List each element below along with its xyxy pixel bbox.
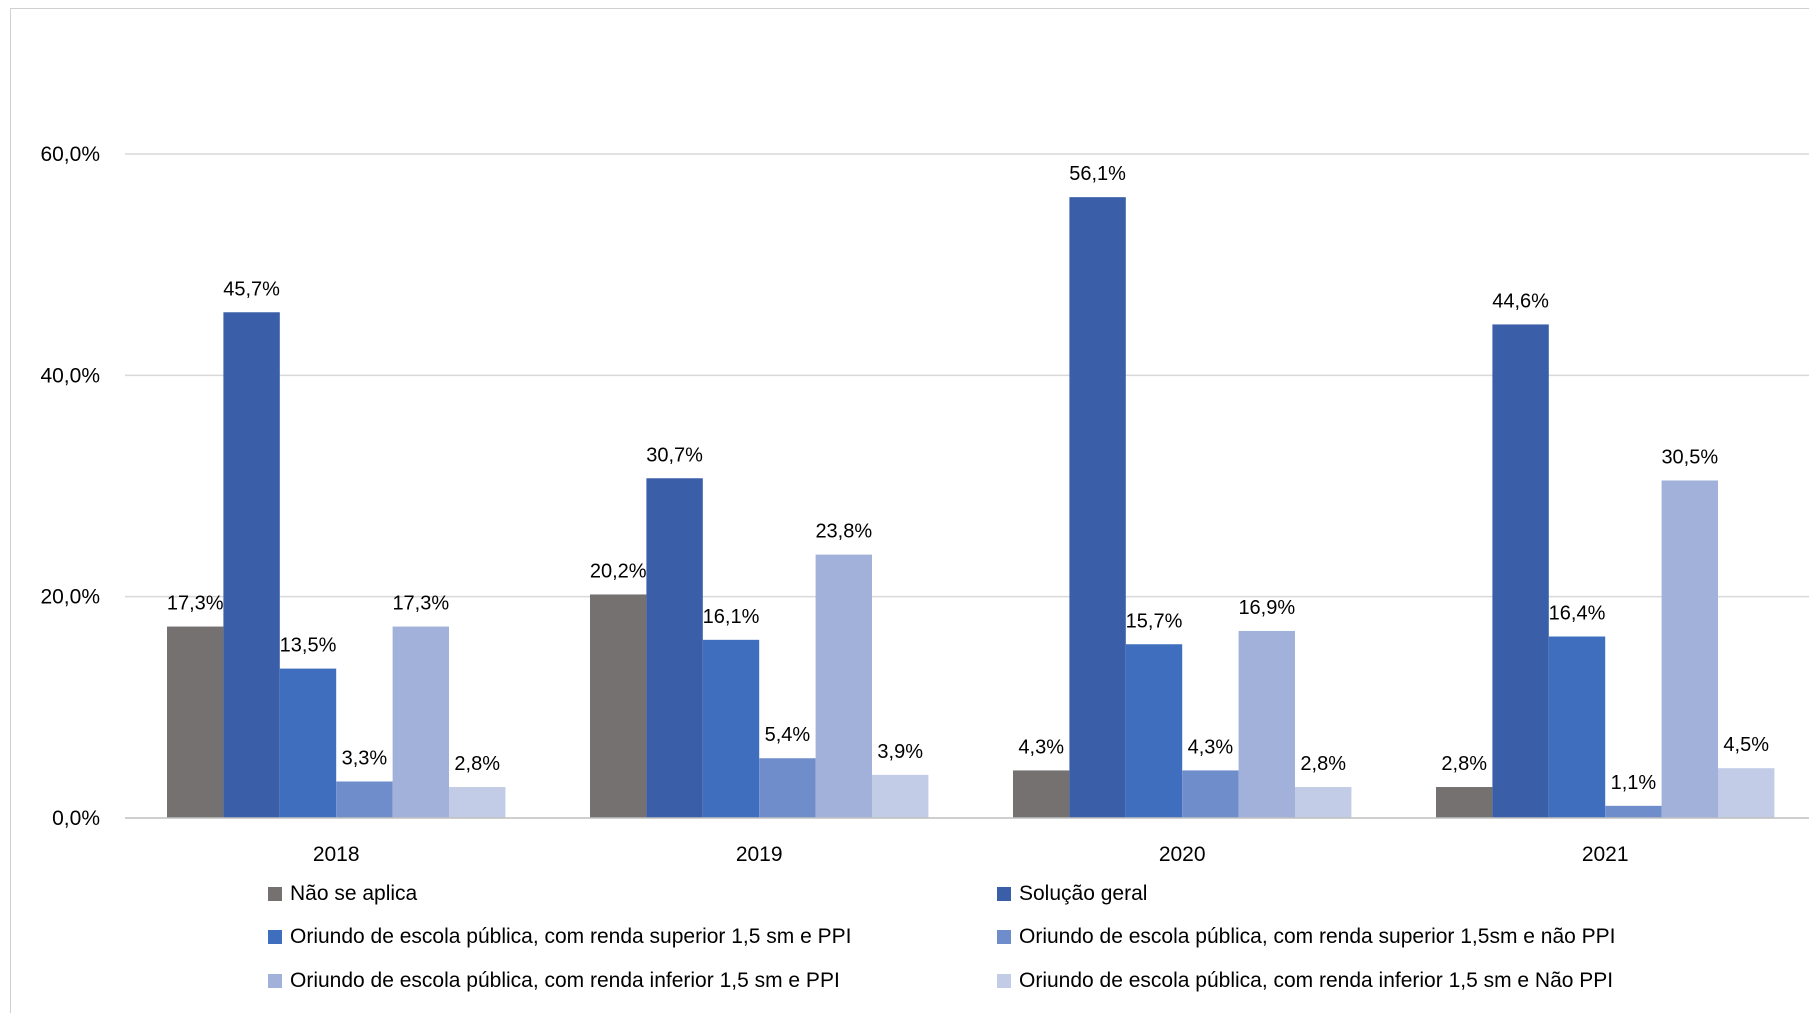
bar [449,787,506,818]
x-tick-label: 2021 [1582,843,1629,866]
data-label: 3,3% [342,747,388,769]
data-labels: 17,3% 20,2% 4,3% 2,8% 45,7% 30,7% 56,1% 44,6% 13… [167,163,1769,794]
y-tick-label: 40,0% [40,364,100,387]
legend-swatch [268,974,282,988]
axes: 0,0% 20,0% 40,0% 60,0% 2018 2019 2020 2021 [40,143,1809,866]
legend-swatch [997,930,1011,944]
bar [279,668,337,818]
bar [392,626,449,818]
y-tick-label: 60,0% [40,143,100,166]
data-label: 30,5% [1661,446,1718,468]
y-tick-label: 0,0% [52,807,100,830]
legend: Não se aplica Solução geral Oriundo de e… [0,872,1809,1012]
bar [1436,787,1493,818]
x-tick-label: 2018 [313,843,360,866]
y-tick-label: 20,0% [40,586,100,609]
data-label: 23,8% [815,521,872,543]
bar [1238,630,1295,818]
data-label: 1,1% [1611,772,1657,794]
bar [759,758,816,818]
legend-item-inferior-ppi: Oriundo de escola pública, com renda inf… [268,969,840,993]
bar [1013,770,1070,818]
data-label: 13,5% [280,635,337,657]
data-label: 56,1% [1069,163,1126,185]
x-tick-label: 2019 [736,843,783,866]
bar [646,478,703,818]
bar [1069,197,1126,818]
data-label: 16,4% [1549,603,1606,625]
data-label: 44,6% [1492,290,1549,312]
legend-swatch [268,887,282,901]
x-tick-label: 2020 [1159,843,1206,866]
bar [1718,768,1775,818]
data-label: 5,4% [765,724,811,746]
data-label: 2,8% [1441,753,1487,775]
bar [590,594,647,818]
legend-swatch [268,930,282,944]
data-label: 2,8% [454,753,500,775]
legend-item-nao-se-aplica: Não se aplica [268,882,417,906]
legend-label: Oriundo de escola pública, com renda inf… [1019,969,1614,992]
data-label: 4,5% [1723,734,1769,756]
data-label: 45,7% [223,278,280,300]
bar [1661,480,1718,818]
legend-label: Oriundo de escola pública, com renda sup… [290,925,852,948]
legend-label: Solução geral [1019,882,1148,905]
bar [815,554,872,818]
data-label: 2,8% [1300,753,1346,775]
bar [336,781,393,818]
bar [1548,636,1606,818]
bar [1492,324,1549,818]
bar [223,312,280,818]
chart-plot: 17,3% 20,2% 4,3% 2,8% 45,7% 30,7% 56,1% 44,6% 13… [40,143,1809,866]
bar [167,626,224,818]
bar [702,639,760,818]
legend-item-superior-nao-ppi: Oriundo de escola pública, com renda sup… [997,925,1616,949]
bar [1182,770,1239,818]
legend-item-inferior-nao-ppi: Oriundo de escola pública, com renda inf… [997,969,1613,993]
bar [1295,787,1352,818]
data-label: 16,9% [1238,597,1295,619]
data-label: 4,3% [1188,736,1234,758]
legend-label: Não se aplica [290,882,418,905]
legend-item-superior-ppi: Oriundo de escola pública, com renda sup… [268,925,851,949]
bar [872,774,929,818]
legend-label: Oriundo de escola pública, com renda inf… [290,969,840,992]
data-label: 30,7% [646,444,703,466]
data-label: 15,7% [1126,610,1183,632]
bar [1125,644,1183,818]
data-label: 17,3% [392,593,449,615]
legend-swatch [997,887,1011,901]
data-label: 20,2% [590,560,647,582]
legend-swatch [997,974,1011,988]
gridlines [125,153,1809,598]
bar [1605,805,1662,818]
data-label: 3,9% [877,741,923,763]
data-label: 16,1% [703,606,760,628]
data-label: 4,3% [1018,736,1064,758]
legend-item-solucao-geral: Solução geral [997,882,1147,906]
bars [167,197,1775,818]
legend-label: Oriundo de escola pública, com renda sup… [1019,925,1616,948]
chart-frame [10,8,1809,1013]
data-label: 17,3% [167,593,224,615]
